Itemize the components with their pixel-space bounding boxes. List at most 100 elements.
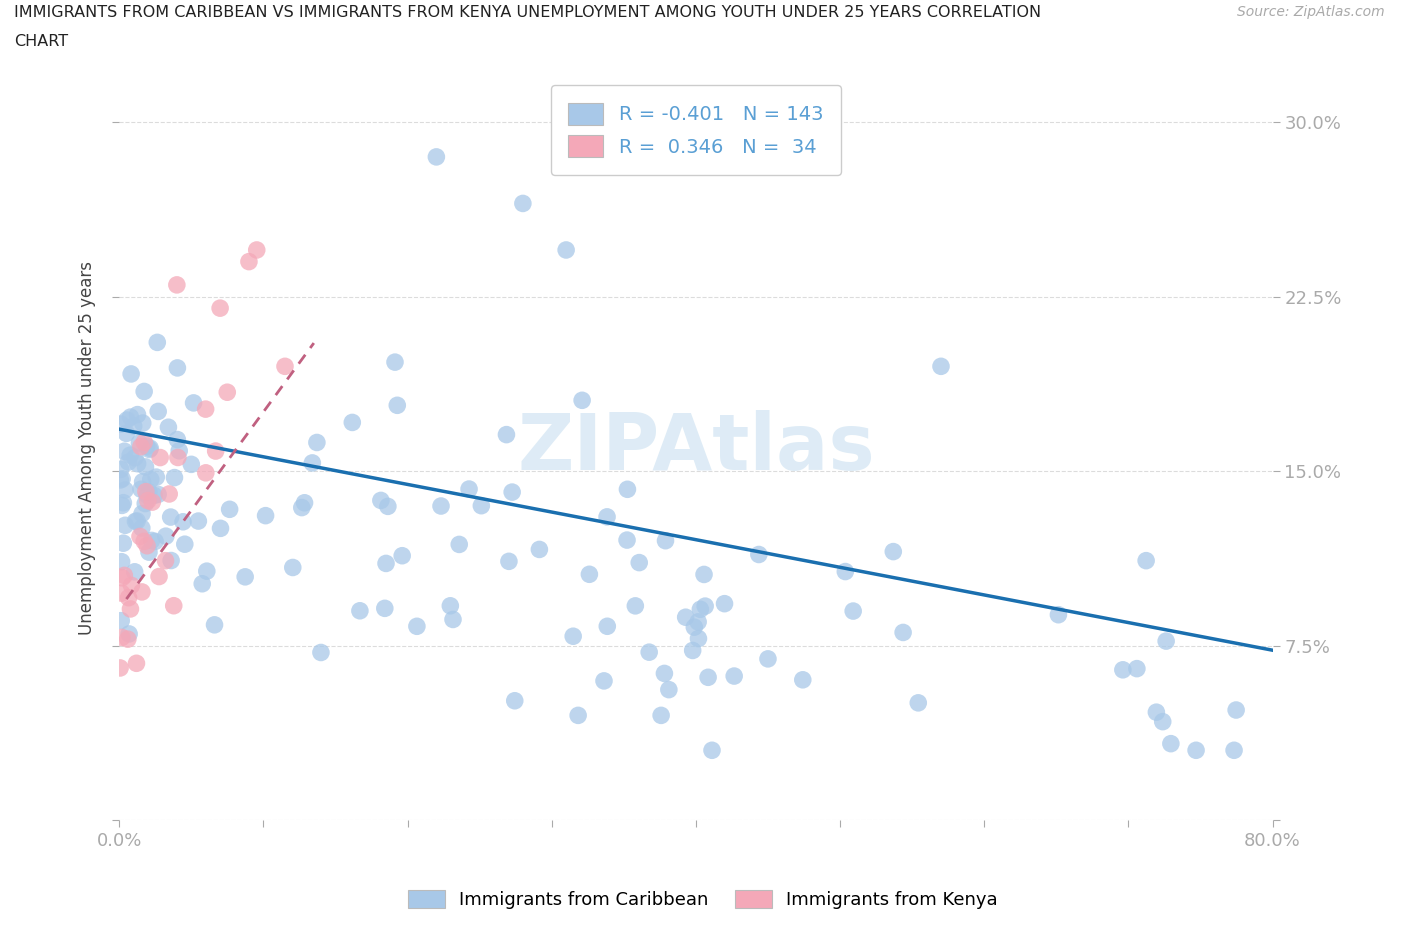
- Point: [112, 568, 135, 583]
- Point: [122, 418, 145, 433]
- Point: [135, 439, 157, 454]
- Point: [136, 538, 159, 553]
- Point: [406, 618, 429, 633]
- Point: [616, 533, 638, 548]
- Legend: R = -0.401   N = 143, R =  0.346   N =  34: R = -0.401 N = 143, R = 0.346 N = 34: [551, 86, 841, 175]
- Point: [697, 670, 720, 684]
- Point: [238, 254, 260, 269]
- Point: [139, 441, 162, 456]
- Point: [120, 578, 142, 592]
- Point: [1047, 607, 1070, 622]
- Point: [675, 610, 697, 625]
- Point: [117, 455, 139, 470]
- Point: [117, 631, 139, 646]
- Point: [131, 474, 153, 489]
- Point: [110, 417, 132, 432]
- Point: [654, 666, 676, 681]
- Point: [512, 196, 534, 211]
- Point: [233, 569, 256, 584]
- Point: [118, 627, 141, 642]
- Point: [689, 602, 711, 617]
- Point: [294, 496, 316, 511]
- Point: [136, 493, 159, 508]
- Y-axis label: Unemployment Among Youth under 25 years: Unemployment Among Youth under 25 years: [79, 260, 96, 635]
- Point: [110, 554, 132, 569]
- Point: [115, 413, 138, 428]
- Point: [218, 502, 240, 517]
- Point: [688, 631, 710, 646]
- Point: [695, 599, 717, 614]
- Point: [425, 150, 447, 165]
- Point: [441, 612, 464, 627]
- Point: [173, 537, 195, 551]
- Point: [375, 556, 398, 571]
- Point: [209, 300, 232, 315]
- Point: [134, 496, 156, 511]
- Point: [498, 554, 520, 569]
- Text: CHART: CHART: [14, 34, 67, 49]
- Point: [138, 545, 160, 560]
- Point: [301, 456, 323, 471]
- Point: [131, 584, 153, 599]
- Point: [596, 618, 619, 633]
- Legend: Immigrants from Caribbean, Immigrants from Kenya: Immigrants from Caribbean, Immigrants fr…: [401, 884, 1005, 916]
- Point: [136, 487, 159, 502]
- Point: [1126, 661, 1149, 676]
- Point: [470, 498, 492, 513]
- Point: [124, 514, 146, 529]
- Point: [172, 514, 194, 529]
- Point: [693, 567, 716, 582]
- Text: IMMIGRANTS FROM CARIBBEAN VS IMMIGRANTS FROM KENYA UNEMPLOYMENT AMONG YOUTH UNDE: IMMIGRANTS FROM CARIBBEAN VS IMMIGRANTS …: [14, 5, 1042, 20]
- Point: [834, 565, 856, 579]
- Point: [114, 483, 136, 498]
- Point: [929, 359, 952, 374]
- Point: [127, 457, 149, 472]
- Text: ZIPAtlas: ZIPAtlas: [517, 410, 875, 485]
- Point: [157, 486, 180, 501]
- Point: [291, 500, 314, 515]
- Point: [148, 404, 170, 418]
- Point: [129, 529, 152, 544]
- Point: [112, 536, 135, 551]
- Point: [125, 656, 148, 671]
- Point: [111, 570, 134, 585]
- Point: [110, 462, 132, 477]
- Point: [111, 630, 134, 644]
- Point: [700, 743, 723, 758]
- Point: [377, 498, 399, 513]
- Point: [141, 495, 163, 510]
- Point: [638, 644, 661, 659]
- Point: [562, 629, 585, 644]
- Point: [792, 672, 814, 687]
- Point: [114, 518, 136, 533]
- Point: [688, 615, 710, 630]
- Point: [166, 432, 188, 447]
- Point: [146, 487, 169, 502]
- Point: [748, 547, 770, 562]
- Point: [112, 496, 135, 511]
- Point: [458, 482, 481, 497]
- Point: [180, 457, 202, 472]
- Point: [1144, 705, 1167, 720]
- Point: [134, 434, 156, 449]
- Point: [628, 555, 651, 570]
- Point: [163, 598, 186, 613]
- Point: [194, 402, 217, 417]
- Point: [157, 419, 180, 434]
- Point: [132, 416, 155, 431]
- Point: [127, 407, 149, 422]
- Point: [159, 510, 181, 525]
- Point: [254, 508, 277, 523]
- Point: [529, 542, 551, 557]
- Point: [503, 694, 526, 709]
- Point: [342, 415, 364, 430]
- Point: [1154, 633, 1177, 648]
- Point: [183, 395, 205, 410]
- Point: [131, 521, 153, 536]
- Text: Source: ZipAtlas.com: Source: ZipAtlas.com: [1237, 5, 1385, 19]
- Point: [166, 277, 188, 292]
- Point: [117, 591, 139, 605]
- Point: [115, 426, 138, 441]
- Point: [204, 444, 226, 458]
- Point: [370, 493, 392, 508]
